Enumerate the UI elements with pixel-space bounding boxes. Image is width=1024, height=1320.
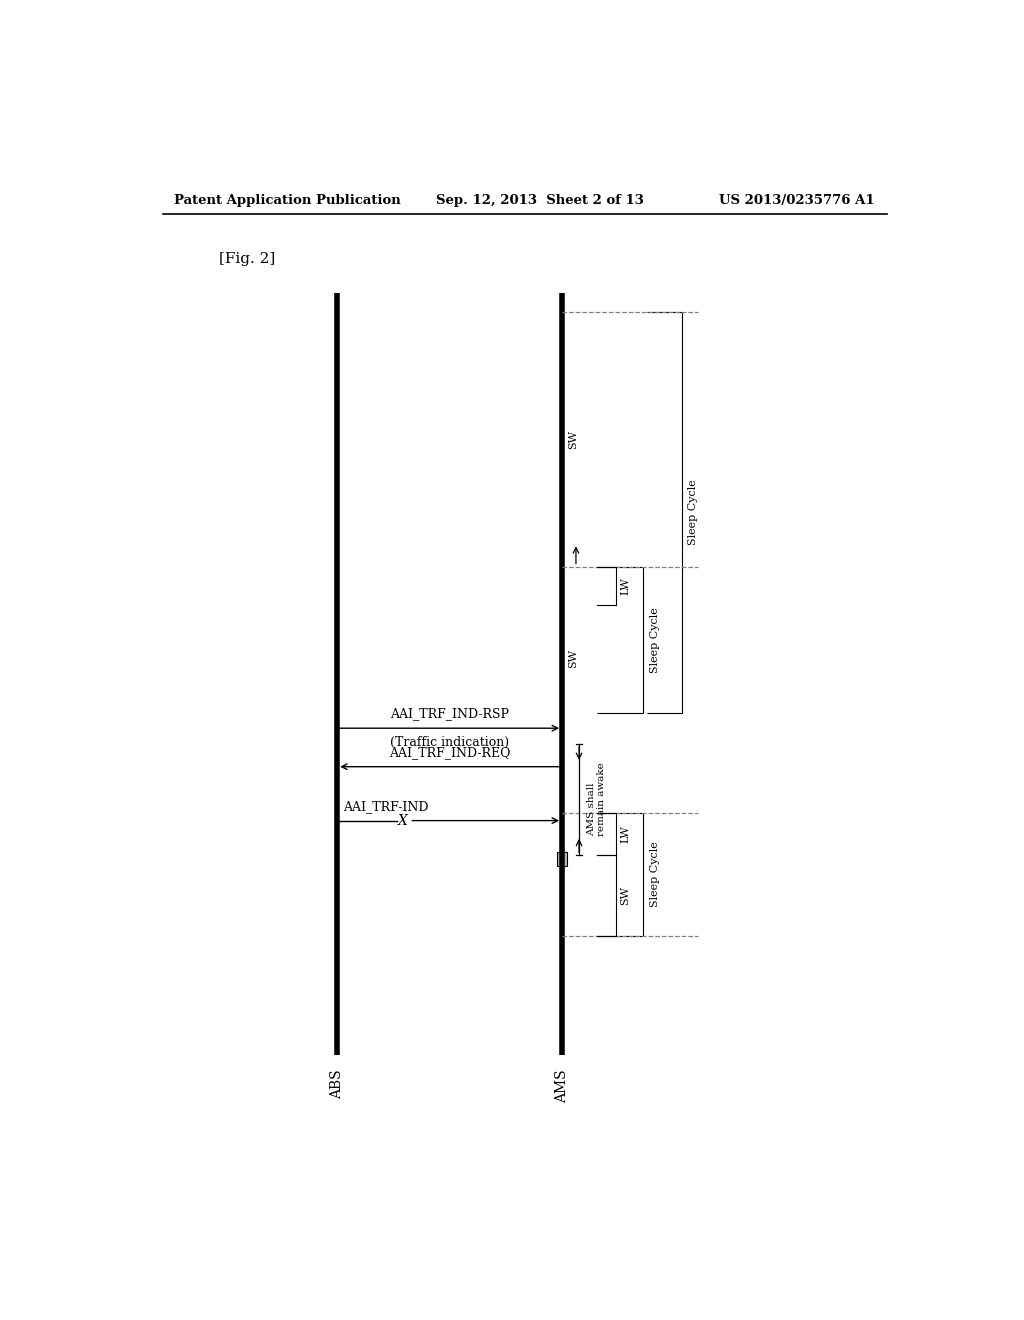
Text: X: X bbox=[398, 813, 408, 828]
Text: SW: SW bbox=[568, 430, 578, 449]
Text: SW: SW bbox=[621, 886, 630, 906]
Text: Sep. 12, 2013  Sheet 2 of 13: Sep. 12, 2013 Sheet 2 of 13 bbox=[436, 194, 644, 207]
Text: AAI_TRF_IND-RSP: AAI_TRF_IND-RSP bbox=[390, 708, 509, 721]
Text: (Traffic indication): (Traffic indication) bbox=[390, 737, 509, 748]
Text: AAI_TRF_IND-REQ: AAI_TRF_IND-REQ bbox=[389, 746, 510, 759]
Text: Sleep Cycle: Sleep Cycle bbox=[649, 842, 659, 907]
Text: Sleep Cycle: Sleep Cycle bbox=[688, 479, 698, 545]
Text: US 2013/0235776 A1: US 2013/0235776 A1 bbox=[720, 194, 876, 207]
Text: LW: LW bbox=[621, 825, 630, 843]
Text: [Fig. 2]: [Fig. 2] bbox=[219, 252, 275, 265]
Text: Sleep Cycle: Sleep Cycle bbox=[649, 607, 659, 672]
Text: Patent Application Publication: Patent Application Publication bbox=[174, 194, 401, 207]
Text: ABS: ABS bbox=[331, 1069, 344, 1100]
Text: LW: LW bbox=[621, 577, 630, 594]
Text: AMS: AMS bbox=[555, 1069, 569, 1104]
Text: AAI_TRF-IND: AAI_TRF-IND bbox=[343, 800, 428, 813]
Text: SW: SW bbox=[568, 649, 578, 668]
Bar bbox=[557, 853, 567, 866]
Text: AMS shall
remain awake: AMS shall remain awake bbox=[587, 763, 606, 837]
